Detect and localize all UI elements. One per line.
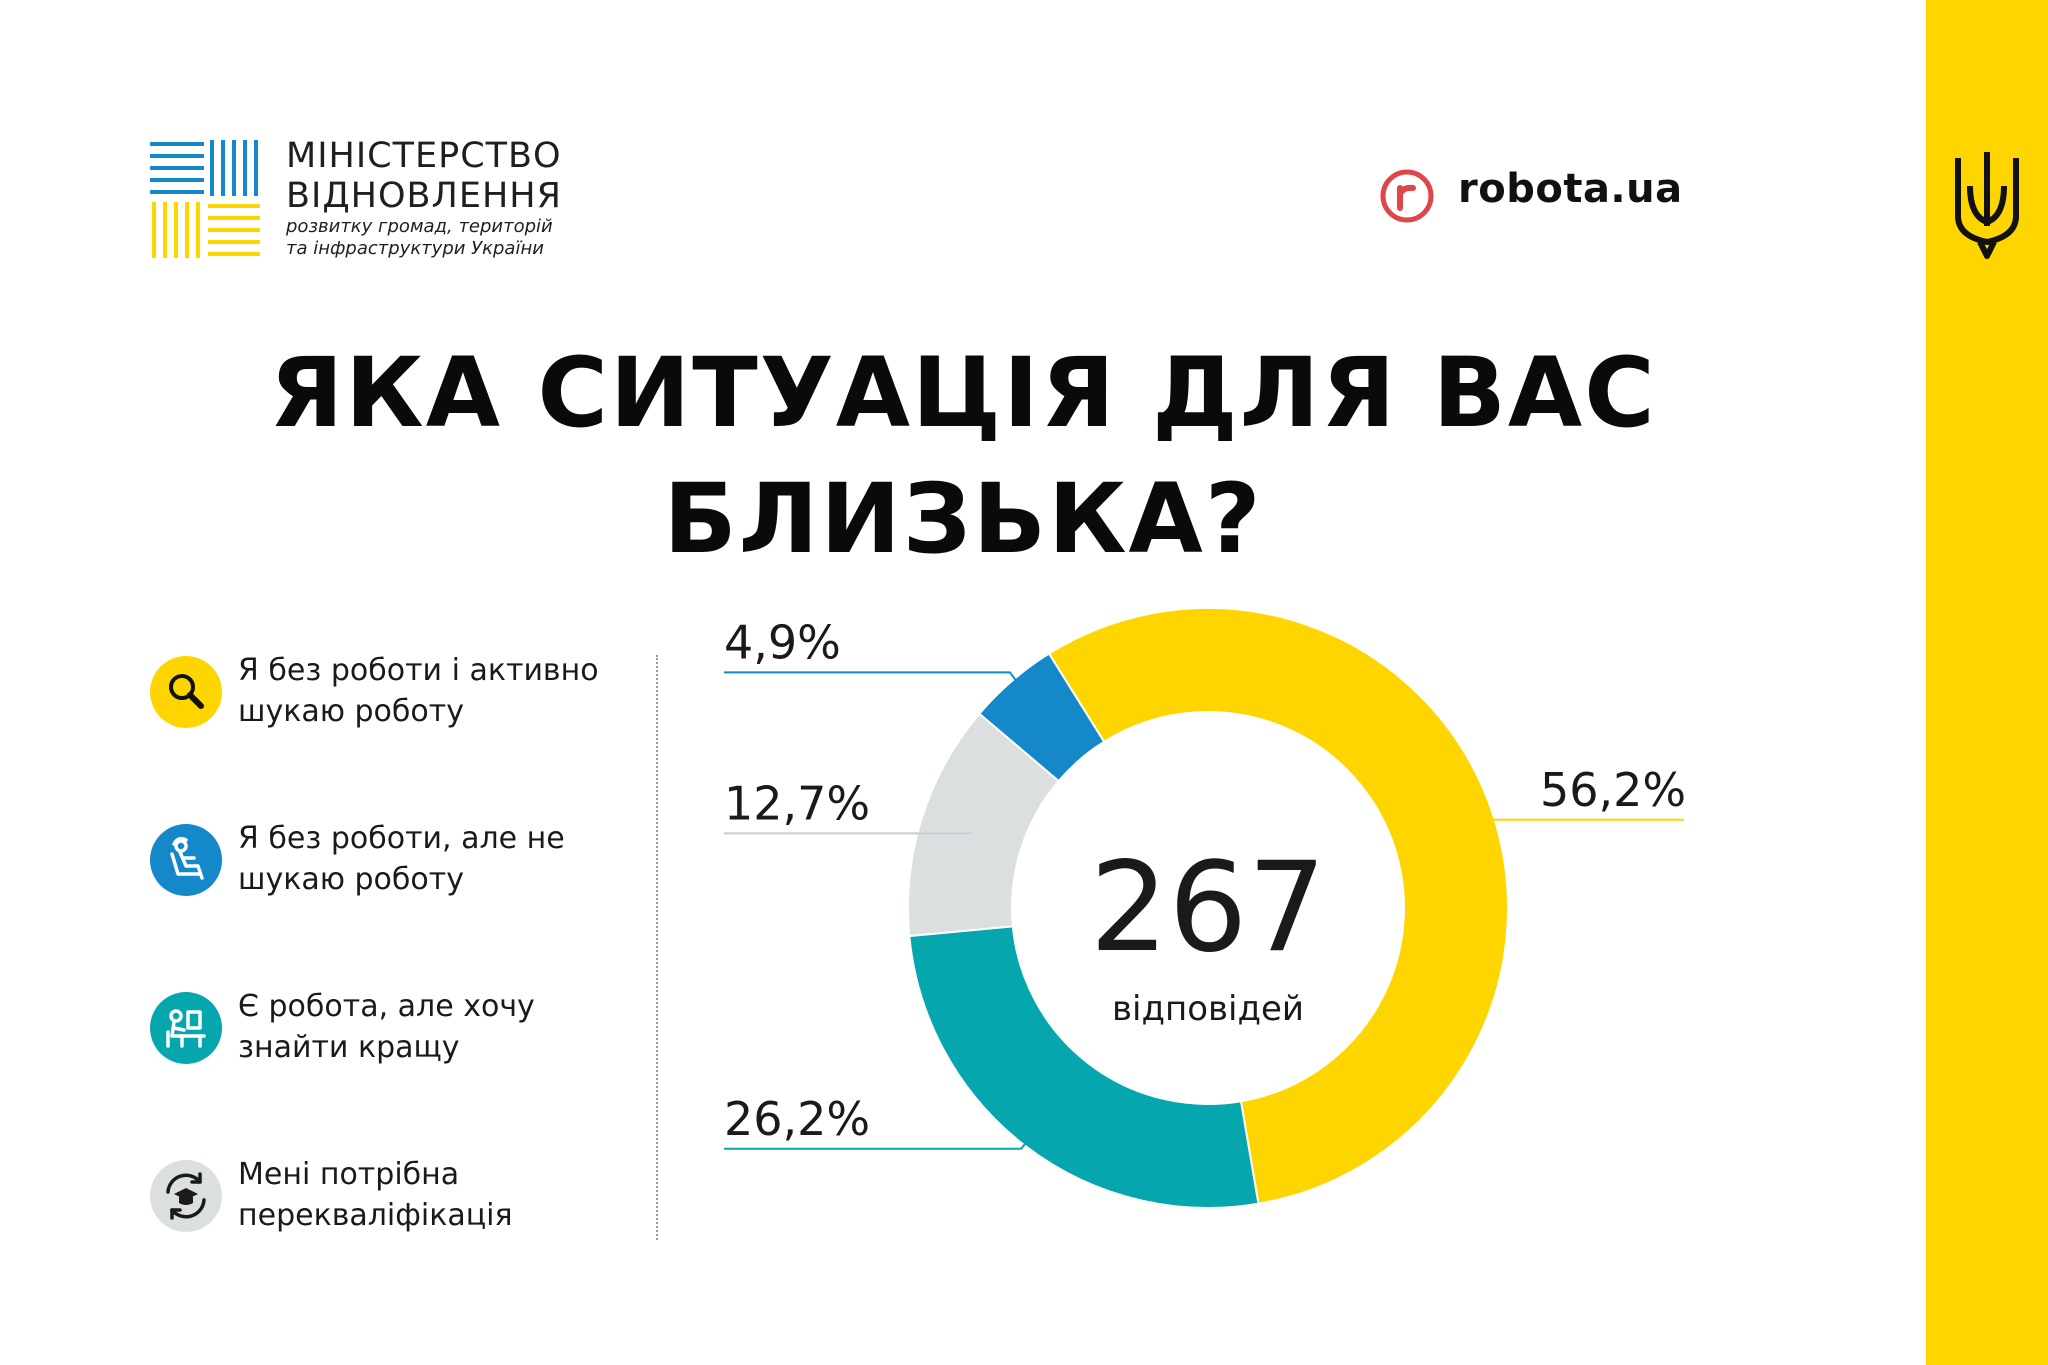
ministry-line-4: та інфраструктури України bbox=[286, 238, 544, 259]
legend-label-line-2: шукаю роботу bbox=[238, 862, 464, 897]
robota-brand-name: robota.ua bbox=[1458, 166, 1683, 212]
label-want-better: 26,2% bbox=[724, 1092, 870, 1146]
legend-divider bbox=[656, 655, 658, 1240]
relaxing-person-icon bbox=[150, 824, 222, 896]
title-line-2: БЛИЗЬКА? bbox=[663, 463, 1263, 575]
legend-item-requalification: Мені потрібна перекваліфікація bbox=[150, 1157, 670, 1256]
label-active-search: 56,2% bbox=[1540, 763, 1686, 817]
legend-label-line-1: Мені потрібна bbox=[238, 1157, 460, 1192]
ministry-line-2: ВІДНОВЛЕННЯ bbox=[286, 176, 562, 216]
desk-worker-icon bbox=[150, 992, 222, 1064]
total-responses-caption: відповідей bbox=[1112, 989, 1304, 1029]
legend-label: Мені потрібна перекваліфікація bbox=[238, 1154, 678, 1236]
legend-label: Я без роботи і активно шукаю роботу bbox=[238, 650, 678, 732]
ministry-line-1: МІНІСТЕРСТВО bbox=[286, 136, 562, 176]
legend-item-not-searching: Я без роботи, але не шукаю роботу bbox=[150, 821, 670, 920]
magnifier-icon bbox=[150, 656, 222, 728]
legend-label-line-2: знайти кращу bbox=[238, 1030, 460, 1065]
legend-label-line-1: Я без роботи і активно bbox=[238, 653, 599, 688]
legend-label-line-2: шукаю роботу bbox=[238, 694, 464, 729]
slice-active-search bbox=[1047, 607, 1509, 1205]
trident-icon bbox=[1955, 152, 2019, 259]
slice-want-better bbox=[908, 925, 1260, 1209]
graduation-cycle-icon bbox=[150, 1160, 222, 1232]
ministry-name: МІНІСТЕРСТВО ВІДНОВЛЕННЯ розвитку громад… bbox=[286, 136, 562, 260]
page-title: ЯКА СИТУАЦІЯ ДЛЯ ВАС БЛИЗЬКА? bbox=[0, 330, 1926, 582]
label-requalification: 12,7% bbox=[724, 776, 870, 830]
label-not-searching: 4,9% bbox=[724, 615, 841, 669]
slice-not-searching bbox=[977, 652, 1106, 783]
legend-item-want-better: Є робота, але хочу знайти кращу bbox=[150, 989, 670, 1088]
legend-label: Є робота, але хочу знайти кращу bbox=[238, 986, 678, 1068]
total-responses-value: 267 bbox=[1090, 836, 1327, 980]
robota-logo-icon bbox=[1380, 169, 1434, 223]
legend-label-line-1: Я без роботи, але не bbox=[238, 821, 565, 856]
leader-line bbox=[724, 671, 1047, 721]
legend-label-line-2: перекваліфікація bbox=[238, 1198, 513, 1233]
ministry-line-3: розвитку громад, територій bbox=[286, 216, 553, 237]
legend-label-line-1: Є робота, але хочу bbox=[238, 989, 535, 1024]
side-stripe bbox=[1926, 0, 2048, 1365]
legend-label: Я без роботи, але не шукаю роботу bbox=[238, 818, 678, 900]
title-line-1: ЯКА СИТУАЦІЯ ДЛЯ ВАС bbox=[269, 337, 1657, 449]
legend-item-active-search: Я без роботи і активно шукаю роботу bbox=[150, 653, 670, 752]
leader-line bbox=[724, 1104, 1058, 1150]
ministry-logo bbox=[150, 140, 260, 258]
